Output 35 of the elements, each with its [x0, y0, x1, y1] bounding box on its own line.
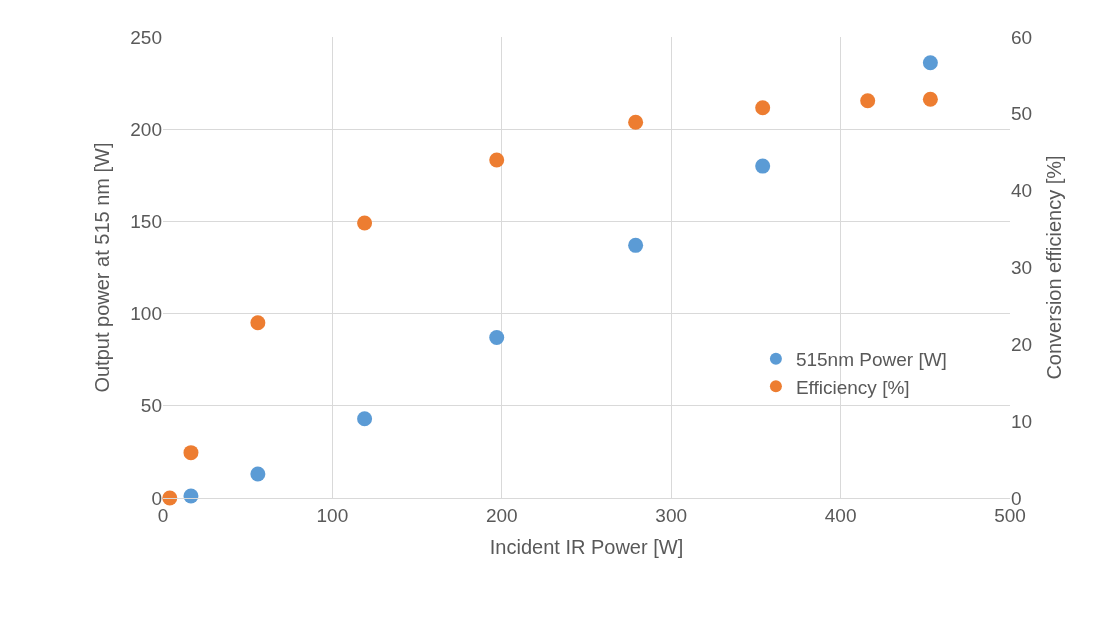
y2-tick-label: 20 — [1011, 333, 1033, 355]
y2-axis-title: Conversion efficiency [%] — [1042, 155, 1065, 380]
y2-tick-label: 40 — [1011, 180, 1033, 202]
point — [628, 237, 644, 253]
y-tick-label: 250 — [130, 26, 162, 48]
point — [489, 152, 505, 168]
point — [922, 91, 938, 107]
y-tick-label: 50 — [140, 395, 162, 417]
point — [357, 411, 373, 427]
x-tick-label: 300 — [655, 504, 688, 526]
y-tick-label: 0 — [151, 487, 162, 509]
point — [628, 114, 644, 130]
y2-tick-label: 30 — [1011, 257, 1033, 279]
y-tick-label: 150 — [130, 211, 162, 233]
point — [250, 315, 266, 331]
point — [489, 330, 505, 346]
x-tick-label: 200 — [485, 504, 518, 526]
point — [860, 93, 876, 109]
x-axis-title: Incident IR Power [W] — [489, 536, 684, 559]
point — [922, 55, 938, 71]
point — [183, 445, 199, 461]
legend-label: Efficiency [%] — [795, 376, 910, 398]
legend-label: 515nm Power [W] — [795, 349, 947, 371]
y2-tick-label: 10 — [1011, 410, 1033, 432]
y-tick-label: 100 — [130, 303, 162, 325]
point — [755, 158, 771, 174]
x-tick-label: 100 — [316, 504, 349, 526]
y2-tick-label: 50 — [1011, 103, 1033, 125]
point — [755, 100, 771, 116]
x-tick-label: 400 — [824, 504, 857, 526]
point — [357, 215, 373, 231]
y-tick-label: 200 — [130, 118, 162, 140]
point — [250, 466, 266, 482]
y-axis-title: Output power at 515 nm [W] — [90, 142, 113, 393]
y2-tick-label: 60 — [1011, 26, 1033, 48]
